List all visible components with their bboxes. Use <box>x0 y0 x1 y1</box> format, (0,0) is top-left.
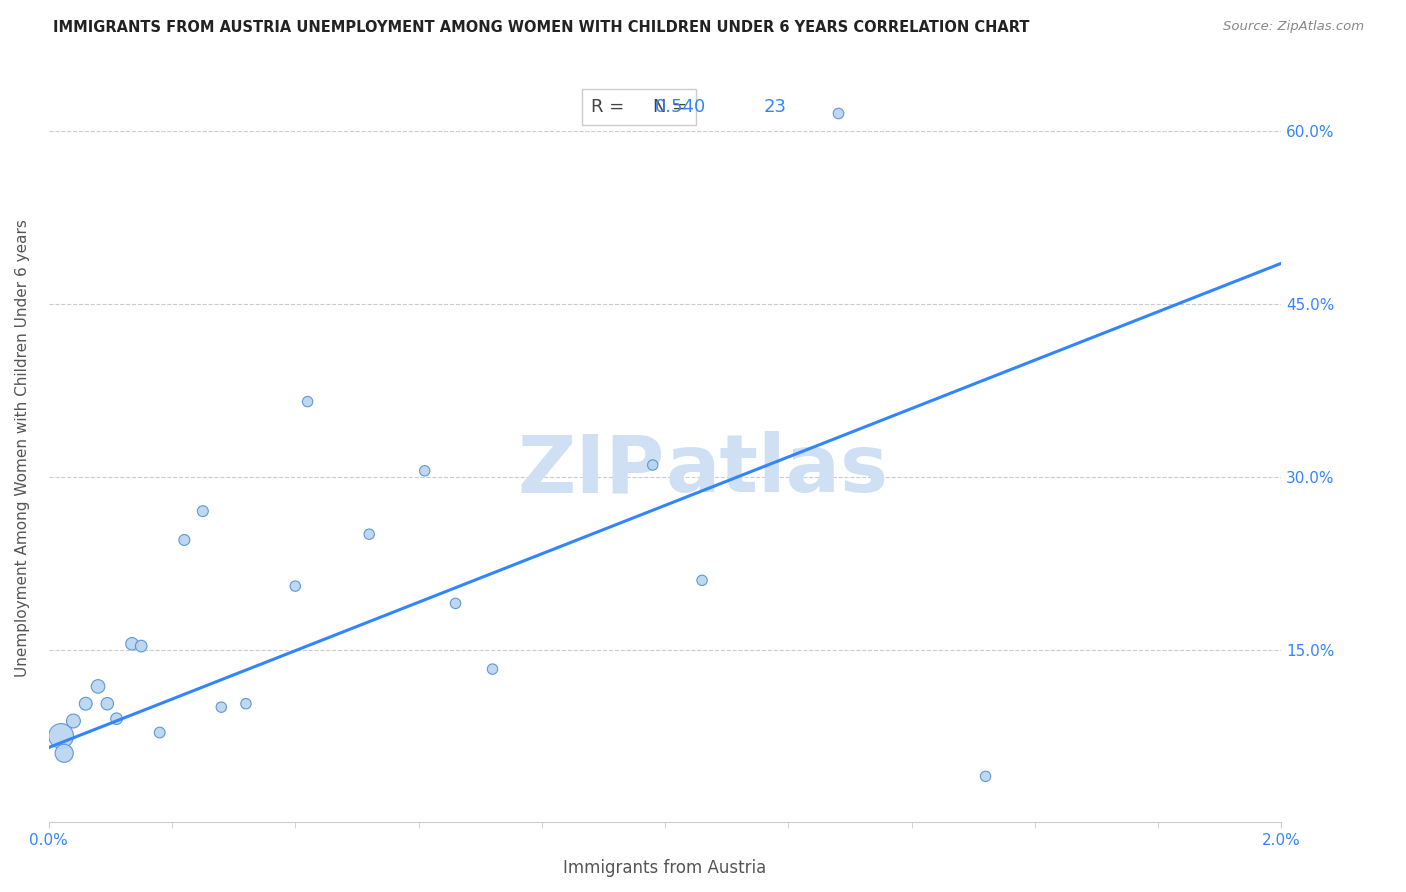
Point <box>974 769 997 783</box>
Point <box>105 712 128 726</box>
Point <box>359 527 381 541</box>
Point <box>235 697 257 711</box>
Point <box>284 579 307 593</box>
Text: ZIP: ZIP <box>517 431 665 509</box>
Text: Source: ZipAtlas.com: Source: ZipAtlas.com <box>1223 20 1364 33</box>
Point <box>641 458 664 472</box>
Point <box>96 697 118 711</box>
Point <box>297 394 319 409</box>
Point <box>129 639 152 653</box>
Point <box>87 680 110 694</box>
X-axis label: Immigrants from Austria: Immigrants from Austria <box>564 859 766 877</box>
Text: 23: 23 <box>763 98 787 116</box>
Point <box>690 574 713 588</box>
Text: 0.540: 0.540 <box>655 98 706 116</box>
Text: R =     N =: R = N = <box>591 98 688 116</box>
Point <box>481 662 503 676</box>
Point <box>191 504 214 518</box>
Point <box>49 729 72 743</box>
Y-axis label: Unemployment Among Women with Children Under 6 years: Unemployment Among Women with Children U… <box>15 219 30 677</box>
Point <box>75 697 97 711</box>
Point <box>121 637 143 651</box>
Point <box>444 596 467 610</box>
Text: atlas: atlas <box>665 431 889 509</box>
Point <box>827 106 849 120</box>
Point <box>173 533 195 547</box>
Point <box>53 746 76 760</box>
Text: IMMIGRANTS FROM AUSTRIA UNEMPLOYMENT AMONG WOMEN WITH CHILDREN UNDER 6 YEARS COR: IMMIGRANTS FROM AUSTRIA UNEMPLOYMENT AMO… <box>53 20 1031 35</box>
Point <box>209 700 232 714</box>
Point <box>62 714 84 728</box>
Point <box>149 725 172 739</box>
Point <box>413 464 436 478</box>
